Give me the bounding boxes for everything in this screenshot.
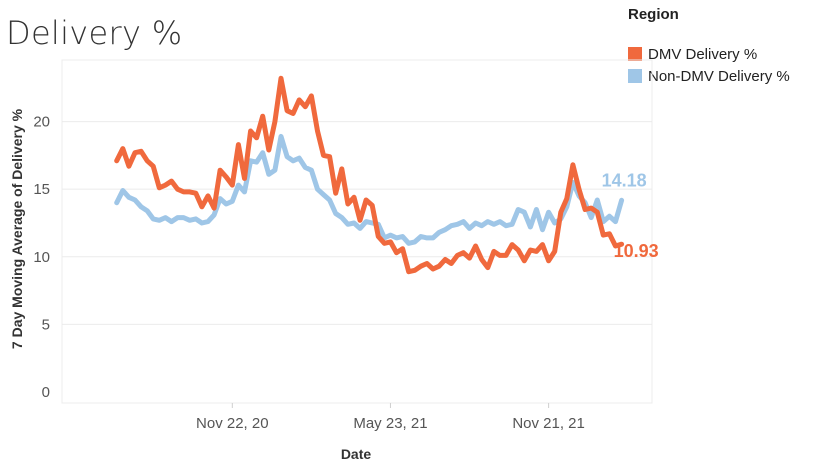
y-tick-label: 20 [33,114,50,131]
end-labels: 14.18 10.93 [602,170,659,261]
series-line-dmv [114,75,625,275]
legend-swatch-dmv [628,47,642,61]
x-tick-label: May 23, 21 [353,415,427,432]
y-tick-label: 0 [42,384,50,401]
x-axis-label: Date [341,446,372,462]
end-label-non-dmv: 14.18 [602,170,647,190]
x-tick-label: Nov 22, 20 [196,415,269,432]
y-tick-label: 5 [42,316,50,333]
gridlines [61,59,653,404]
series-layer [114,75,625,275]
legend-item-dmv[interactable]: DMV Delivery % [628,43,790,65]
legend-item-non-dmv[interactable]: Non-DMV Delivery % [628,65,790,87]
series-line-non-dmv [114,133,625,246]
legend-label-non-dmv: Non-DMV Delivery % [648,67,790,85]
y-tick-label: 15 [33,181,50,198]
legend-title: Region [628,6,679,23]
x-tick-label: Nov 21, 21 [512,415,585,432]
page-title: Delivery % [6,14,183,52]
legend-swatch-non-dmv [628,69,642,83]
plot-area [61,59,653,404]
axes: 0 5 10 15 20 Nov 22, 20 May 23, 21 Nov 21, 21 [33,114,585,432]
y-tick-label: 10 [33,249,50,266]
legend-label-dmv: DMV Delivery % [648,45,758,63]
legend: Region DMV Delivery % Non-DMV Delivery % [628,6,790,87]
end-label-dmv: 10.93 [614,241,659,261]
y-axis-label: 7 Day Moving Average of Delivery % [9,108,25,349]
